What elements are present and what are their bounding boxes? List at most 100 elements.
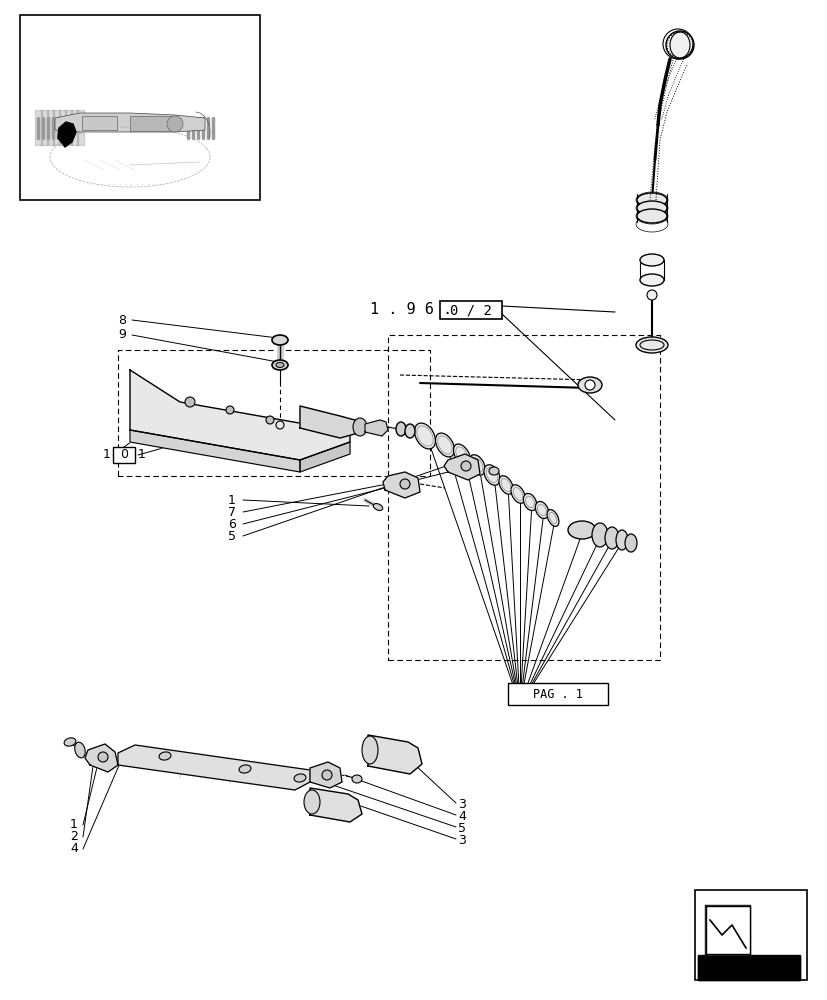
Ellipse shape <box>635 337 667 353</box>
Bar <box>112 447 135 463</box>
Text: 1: 1 <box>138 448 146 462</box>
Polygon shape <box>59 110 66 145</box>
Ellipse shape <box>591 523 607 547</box>
Polygon shape <box>697 955 799 980</box>
Text: 0: 0 <box>120 448 128 462</box>
Text: 1: 1 <box>227 493 236 506</box>
Ellipse shape <box>605 527 619 549</box>
Circle shape <box>184 397 195 407</box>
Polygon shape <box>35 110 42 145</box>
Polygon shape <box>55 113 205 132</box>
Ellipse shape <box>489 467 499 475</box>
Ellipse shape <box>304 790 319 814</box>
Bar <box>439 301 501 319</box>
Ellipse shape <box>361 736 378 764</box>
Ellipse shape <box>74 742 85 758</box>
Polygon shape <box>365 420 388 436</box>
Polygon shape <box>47 110 54 145</box>
Ellipse shape <box>404 424 414 438</box>
Polygon shape <box>383 472 419 498</box>
Ellipse shape <box>272 335 288 345</box>
Ellipse shape <box>414 423 435 449</box>
Text: 9: 9 <box>118 328 126 342</box>
Polygon shape <box>130 370 350 460</box>
Ellipse shape <box>624 534 636 552</box>
Polygon shape <box>697 956 799 980</box>
Ellipse shape <box>159 752 170 760</box>
Polygon shape <box>704 905 749 972</box>
Ellipse shape <box>499 476 513 494</box>
Ellipse shape <box>523 493 536 511</box>
Circle shape <box>322 770 332 780</box>
Ellipse shape <box>567 521 595 539</box>
Text: 5: 5 <box>227 530 236 542</box>
Polygon shape <box>53 110 60 145</box>
Polygon shape <box>299 442 350 472</box>
Ellipse shape <box>636 209 667 223</box>
Text: 3: 3 <box>457 798 466 811</box>
Polygon shape <box>309 762 342 788</box>
Ellipse shape <box>435 433 454 457</box>
Circle shape <box>585 380 595 390</box>
Text: 0 / 2: 0 / 2 <box>450 303 491 317</box>
Text: 8: 8 <box>118 314 126 326</box>
Polygon shape <box>118 745 309 790</box>
Polygon shape <box>299 406 361 438</box>
Text: 1: 1 <box>103 448 111 462</box>
Text: 5: 5 <box>457 822 466 835</box>
Ellipse shape <box>373 504 382 510</box>
Ellipse shape <box>535 501 548 519</box>
Ellipse shape <box>64 738 76 746</box>
Ellipse shape <box>395 422 405 436</box>
Ellipse shape <box>294 774 306 782</box>
Ellipse shape <box>352 418 366 436</box>
Polygon shape <box>367 735 422 774</box>
Text: PAG . 1: PAG . 1 <box>533 688 582 700</box>
Circle shape <box>98 752 108 762</box>
Bar <box>508 683 607 705</box>
Ellipse shape <box>639 274 663 286</box>
Ellipse shape <box>453 444 470 466</box>
Circle shape <box>226 406 234 414</box>
Ellipse shape <box>468 455 485 475</box>
Bar <box>82 116 117 130</box>
Circle shape <box>265 416 274 424</box>
Text: 4: 4 <box>70 842 78 855</box>
Polygon shape <box>443 454 480 480</box>
Circle shape <box>399 479 409 489</box>
Ellipse shape <box>547 510 558 526</box>
Ellipse shape <box>636 201 667 215</box>
Ellipse shape <box>239 765 251 773</box>
Bar <box>20 15 260 200</box>
Polygon shape <box>71 110 78 145</box>
Ellipse shape <box>639 254 663 266</box>
Polygon shape <box>65 110 72 145</box>
Bar <box>130 116 172 131</box>
Text: 2: 2 <box>70 830 78 843</box>
Text: 6: 6 <box>227 518 236 530</box>
Text: 1: 1 <box>70 818 78 831</box>
Ellipse shape <box>275 362 284 367</box>
Ellipse shape <box>483 465 500 485</box>
Ellipse shape <box>510 485 524 503</box>
Polygon shape <box>58 122 76 147</box>
Text: - - - - - - - - - - - - -: - - - - - - - - - - - - - <box>90 182 162 187</box>
Text: 4: 4 <box>457 810 466 823</box>
Bar <box>694 890 806 980</box>
Text: 1 . 9 6 .: 1 . 9 6 . <box>370 302 452 318</box>
Polygon shape <box>41 110 48 145</box>
Ellipse shape <box>272 360 288 370</box>
Polygon shape <box>309 788 361 822</box>
Ellipse shape <box>636 193 667 207</box>
Text: 3: 3 <box>457 834 466 847</box>
Circle shape <box>167 116 183 132</box>
Circle shape <box>461 461 471 471</box>
Circle shape <box>646 290 656 300</box>
Ellipse shape <box>577 377 601 393</box>
Polygon shape <box>77 110 84 145</box>
Text: 7: 7 <box>227 506 236 518</box>
Polygon shape <box>85 744 118 772</box>
Polygon shape <box>705 906 749 954</box>
Ellipse shape <box>351 775 361 783</box>
Polygon shape <box>130 430 299 472</box>
